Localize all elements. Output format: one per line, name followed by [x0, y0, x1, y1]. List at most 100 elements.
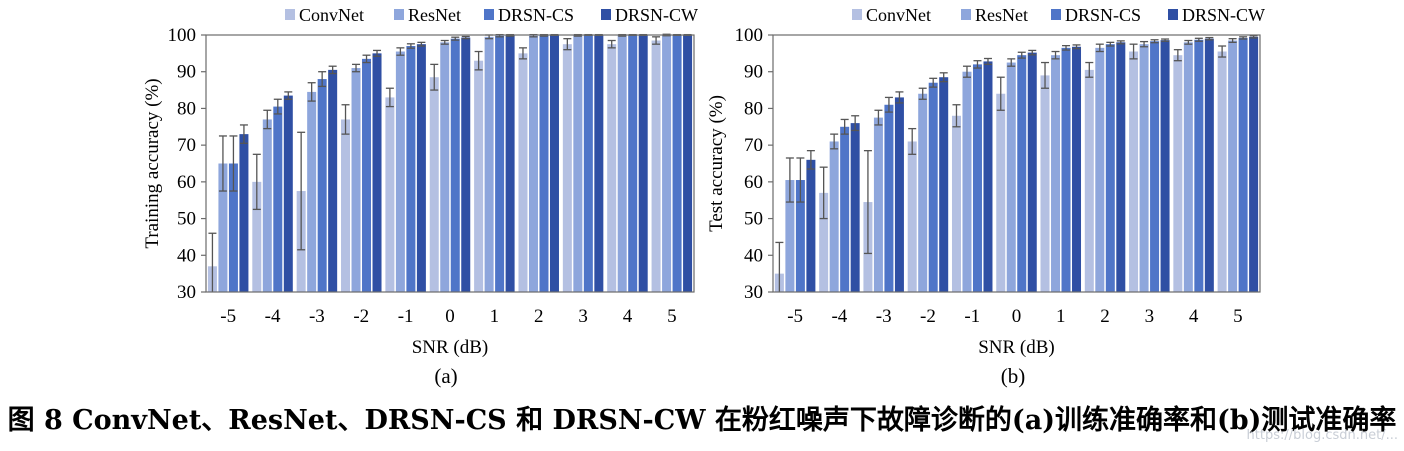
- bar-drsn-cw-snr5: [1249, 36, 1259, 293]
- bar-convnet-snr2: [1084, 69, 1094, 292]
- bar-resnet-snr-4: [262, 119, 272, 292]
- bar-drsn-cs-snr-1: [406, 46, 416, 293]
- y-tick-label: 60: [177, 172, 196, 193]
- bar-resnet-snr-1: [962, 71, 972, 293]
- bar-drsn-cs-snr4: [1194, 39, 1204, 292]
- bar-drsn-cs-snr-1: [972, 64, 982, 293]
- bar-drsn-cw-snr-1: [983, 61, 993, 293]
- y-tick-label: 30: [744, 282, 763, 303]
- y-tick-label: 30: [177, 282, 196, 303]
- x-tick-label: -4: [265, 306, 281, 327]
- bar-drsn-cw-snr-3: [894, 97, 904, 292]
- legend-swatch-drsn-cs: [1051, 9, 1061, 20]
- bar-drsn-cw-snr-2: [372, 53, 382, 292]
- y-tick-label: 60: [744, 172, 763, 193]
- y-axis-title: Test accuracy (%): [706, 95, 727, 232]
- x-tick-label: -2: [920, 306, 936, 327]
- legend-swatch-convnet: [852, 9, 862, 20]
- y-axis-title: Training accuracy (%): [142, 78, 163, 248]
- bar-drsn-cs-snr-4: [840, 126, 850, 292]
- bar-drsn-cs-snr5: [672, 35, 682, 292]
- x-tick-label: -1: [964, 306, 980, 327]
- y-tick-label: 40: [177, 245, 196, 266]
- bar-convnet-snr-4: [819, 192, 829, 292]
- x-tick-label: 3: [1145, 306, 1155, 327]
- bar-drsn-cw-snr-3: [328, 69, 338, 292]
- chart-panel-a: 30 40 50 60 70 80 90 100 -5 -4 -3 -2 -1 0 1 2 3 4 5 SNR (dB…: [142, 5, 698, 388]
- bar-resnet-snr0: [440, 42, 450, 293]
- x-tick-label: -3: [309, 306, 325, 327]
- bar-drsn-cs-snr-5: [228, 163, 238, 292]
- bar-resnet-snr-3: [307, 91, 317, 292]
- y-tick-label: 100: [168, 25, 197, 46]
- bar-convnet-snr5: [651, 40, 661, 293]
- bar-drsn-cs-snr1: [495, 35, 505, 292]
- bar-drsn-cs-snr2: [1105, 44, 1115, 293]
- x-tick-label: 0: [445, 306, 455, 327]
- y-tick-label: 100: [735, 25, 764, 46]
- bar-drsn-cw-snr-4: [283, 95, 293, 292]
- bar-convnet-snr2: [518, 53, 528, 292]
- bar-drsn-cw-snr2: [1116, 42, 1126, 293]
- bar-resnet-snr5: [1228, 40, 1238, 293]
- legend-label-convnet: ConvNet: [866, 5, 931, 25]
- x-tick-label: 5: [1233, 306, 1243, 327]
- bar-convnet-snr3: [1129, 51, 1139, 292]
- x-tick-label: -4: [831, 306, 847, 327]
- bar-convnet-snr4: [1173, 55, 1183, 292]
- x-tick-label: 3: [578, 306, 588, 327]
- y-tick-label: 90: [177, 62, 196, 83]
- panel-label: (a): [434, 364, 457, 388]
- bar-drsn-cs-snr0: [1017, 55, 1027, 292]
- bar-convnet-snr-4: [252, 181, 262, 292]
- figure-caption: 图 8 ConvNet、ResNet、DRSN-CS 和 DRSN-CW 在粉红…: [7, 405, 1397, 436]
- bar-resnet-snr-2: [918, 93, 928, 293]
- y-tick-label: 70: [177, 135, 196, 156]
- bar-resnet-snr1: [1051, 55, 1061, 292]
- y-tick-label: 50: [177, 209, 196, 230]
- bar-convnet-snr-2: [907, 141, 917, 292]
- bar-resnet-snr-2: [351, 68, 361, 292]
- legend-label-resnet: ResNet: [975, 5, 1028, 25]
- bar-resnet-snr-5: [218, 163, 228, 292]
- bar-convnet-snr3: [562, 44, 572, 293]
- legend-label-drsn-cw: DRSN-CW: [615, 5, 698, 25]
- legend-swatch-drsn-cw: [601, 9, 611, 20]
- bar-convnet-snr-1: [385, 97, 395, 292]
- chart-panel-b: 30 40 50 60 70 80 90 100 -5 -4 -3 -2 -1 0 1 2 3 4 5 SNR (dB…: [706, 5, 1265, 388]
- bar-drsn-cs-snr-4: [273, 106, 283, 292]
- bar-drsn-cs-snr-5: [795, 180, 805, 292]
- legend-label-drsn-cs: DRSN-CS: [498, 5, 574, 25]
- legend-label-resnet: ResNet: [408, 5, 461, 25]
- legend: ConvNet ResNet DRSN-CS DRSN-CW: [852, 5, 1265, 25]
- bar-convnet-snr1: [1040, 75, 1050, 292]
- bar-resnet-snr4: [617, 35, 627, 293]
- bar-drsn-cw-snr3: [594, 35, 604, 292]
- bar-drsn-cs-snr5: [1238, 37, 1248, 292]
- bar-drsn-cs-snr-3: [317, 79, 327, 292]
- x-tick-label: 2: [534, 306, 544, 327]
- x-axis-title: SNR (dB): [412, 337, 489, 358]
- legend: ConvNet ResNet DRSN-CS DRSN-CW: [285, 5, 698, 25]
- legend-label-convnet: ConvNet: [299, 5, 364, 25]
- panel-label: (b): [1001, 364, 1026, 388]
- bar-drsn-cw-snr-4: [850, 123, 860, 292]
- bar-convnet-snr-2: [341, 119, 351, 292]
- bar-drsn-cw-snr5: [683, 35, 693, 292]
- bar-convnet-snr5: [1217, 51, 1227, 292]
- x-axis-title: SNR (dB): [978, 337, 1055, 358]
- legend-swatch-convnet: [285, 9, 295, 20]
- x-tick-label: -5: [787, 306, 803, 327]
- bar-resnet-snr4: [1183, 42, 1193, 293]
- bar-resnet-snr-3: [873, 117, 883, 292]
- y-tick-label: 80: [177, 98, 196, 119]
- x-tick-label: 4: [623, 306, 633, 327]
- bar-convnet-snr1: [474, 60, 484, 293]
- y-tick-label: 80: [744, 98, 763, 119]
- legend-swatch-resnet: [394, 9, 404, 20]
- bar-drsn-cs-snr0: [450, 38, 460, 292]
- legend-swatch-resnet: [961, 9, 971, 20]
- x-tick-label: 5: [667, 306, 677, 327]
- bar-convnet-snr0: [429, 77, 439, 292]
